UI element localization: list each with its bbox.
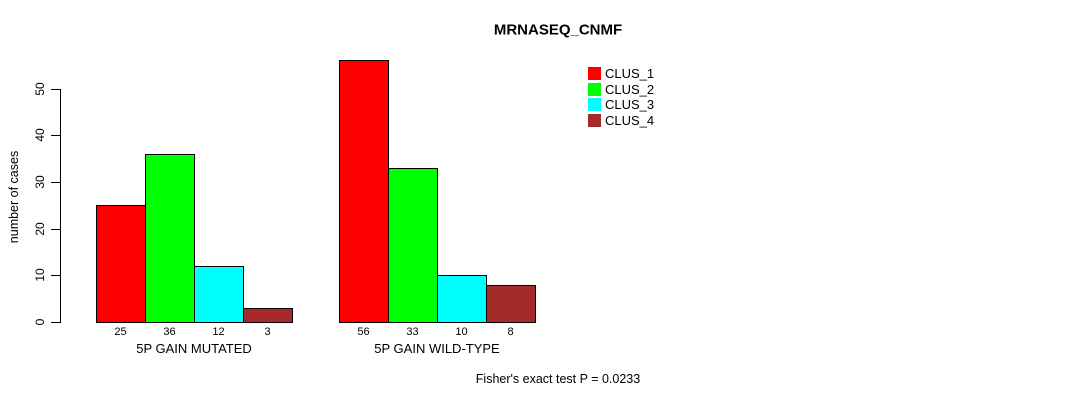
bar-value-label: 3: [264, 326, 271, 338]
legend-swatch: [588, 114, 601, 127]
y-tick-label: 0: [33, 318, 47, 326]
y-tick-mark: [51, 135, 60, 137]
y-tick-mark: [51, 228, 60, 230]
bar-clus_1-1: [96, 205, 146, 323]
legend-label: CLUS_4: [605, 113, 655, 128]
y-tick-mark: [51, 322, 60, 323]
bar-clus_4-1: [243, 307, 293, 323]
bar-clus_3-1: [194, 265, 244, 323]
y-tick-mark: [51, 181, 60, 183]
legend-label: CLUS_2: [605, 82, 655, 97]
y-tick-label: 40: [33, 128, 47, 142]
bar-value-label: 33: [406, 326, 419, 338]
y-tick-label: 50: [33, 81, 47, 96]
y-tick-mark: [51, 275, 60, 277]
y-tick-label: 10: [33, 268, 47, 282]
category-label: 5P GAIN MUTATED: [136, 341, 252, 356]
y-tick-mark: [51, 88, 60, 90]
bar-clus_2-1: [145, 153, 195, 323]
legend-label: CLUS_3: [605, 97, 655, 112]
bar-value-label: 36: [163, 326, 176, 338]
y-axis-title: number of cases: [7, 150, 21, 244]
y-axis-line: [60, 88, 61, 323]
bar-value-label: 12: [212, 326, 225, 338]
y-tick-label: 20: [33, 221, 47, 236]
legend-swatch: [588, 83, 601, 96]
fisher-test-annotation: Fisher's exact test P = 0.0233: [475, 372, 641, 386]
bar-clus_3-2: [437, 275, 487, 323]
bar-value-label: 56: [357, 326, 370, 338]
category-label: 5P GAIN WILD-TYPE: [374, 341, 500, 356]
legend-swatch: [588, 67, 601, 80]
bar-value-label: 8: [507, 326, 514, 338]
chart-title: MRNASEQ_CNMF: [493, 21, 623, 39]
legend-swatch: [588, 98, 601, 111]
bar-value-label: 25: [114, 326, 127, 338]
bar-clus_2-2: [388, 167, 438, 323]
bar-value-label: 10: [455, 326, 468, 338]
y-tick-label: 30: [33, 175, 47, 189]
bar-clus_4-2: [486, 284, 536, 323]
legend-label: CLUS_1: [605, 66, 655, 81]
bar-clus_1-2: [339, 60, 389, 323]
